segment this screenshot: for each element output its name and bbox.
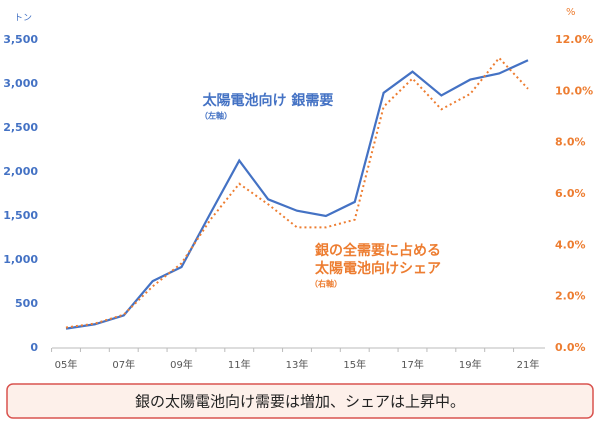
x-tick-label: 21年 xyxy=(517,358,540,371)
x-tick-label: 07年 xyxy=(112,358,135,371)
y2-tick-label: 8.0% xyxy=(555,136,586,149)
summary-box xyxy=(6,383,594,419)
annotation-note: （右軸） xyxy=(310,279,342,289)
y-tick-label: 2,500 xyxy=(3,121,38,134)
x-tick-label: 19年 xyxy=(459,358,482,371)
annotation: 太陽電池向け 銀需要 xyxy=(203,92,334,109)
x-tick-label: 11年 xyxy=(228,358,251,371)
y-unit: トン xyxy=(14,14,32,24)
y-tick-label: 1,000 xyxy=(3,253,38,266)
y-tick-label: 2,000 xyxy=(3,165,38,178)
series-line xyxy=(65,59,529,330)
y-tick-label: 500 xyxy=(15,297,38,310)
x-tick-label: 09年 xyxy=(170,358,193,371)
y2-unit: % xyxy=(566,7,576,18)
x-tick-label: 15年 xyxy=(343,358,366,371)
y-tick-label: 3,500 xyxy=(3,33,38,46)
y2-tick-label: 2.0% xyxy=(555,290,586,303)
y2-tick-label: 4.0% xyxy=(555,238,586,251)
x-tick-label: 17年 xyxy=(401,358,424,371)
y2-tick-label: 12.0% xyxy=(555,33,593,46)
y-tick-label: 3,000 xyxy=(3,77,38,90)
x-tick-label: 05年 xyxy=(55,358,78,371)
summary: 銀の太陽電池向け需要は増加、シェアは上昇中。 xyxy=(135,393,465,411)
series-line xyxy=(65,56,529,329)
annotation: 銀の全需要に占める xyxy=(315,242,441,259)
annotation: 太陽電池向けシェア xyxy=(315,260,441,277)
y-tick-label: 0 xyxy=(30,341,38,354)
y2-tick-label: 6.0% xyxy=(555,187,586,200)
y-tick-label: 1,500 xyxy=(3,209,38,222)
annotation-note: （左軸） xyxy=(200,111,232,121)
y2-tick-label: 0.0% xyxy=(555,341,586,354)
y2-tick-label: 10.0% xyxy=(555,84,593,97)
x-tick-label: 13年 xyxy=(286,358,309,371)
